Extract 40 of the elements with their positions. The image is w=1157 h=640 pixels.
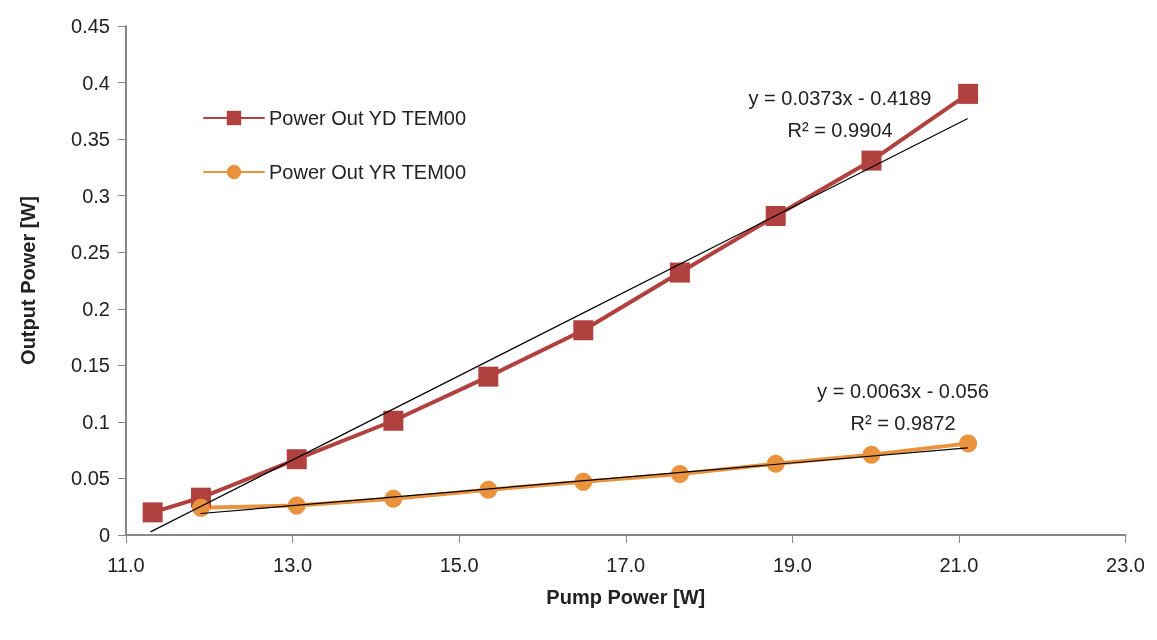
y-axis-title: Output Power [W] (17, 196, 39, 365)
annotation: y = 0.0063x - 0.056 (817, 380, 989, 402)
point (573, 320, 594, 341)
x-tick-label: 23.0 (1106, 554, 1146, 576)
annotation: R² = 0.9872 (850, 412, 956, 434)
y-tick-label: 0 (98, 524, 110, 546)
point (959, 434, 978, 453)
point (861, 150, 882, 171)
y-tick-label: 0.1 (82, 410, 110, 433)
y-tick-label: 0.2 (82, 297, 110, 320)
y-tick-label: 0.3 (82, 184, 110, 207)
point (958, 83, 979, 104)
x-tick-label: 13.0 (273, 554, 313, 576)
x-tick-label: 15.0 (439, 554, 479, 576)
y-tick-label: 0.15 (71, 354, 110, 377)
point (384, 489, 403, 508)
point (383, 410, 404, 431)
annotation: y = 0.0373x - 0.4189 (748, 87, 932, 109)
point (765, 206, 786, 227)
x-tick-label: 11.0 (107, 554, 145, 576)
point (862, 445, 881, 464)
y-tick-label: 0.25 (71, 241, 110, 264)
legend-label: Power Out YR TEM00 (269, 161, 467, 183)
legend-label: Power Out YD TEM00 (269, 107, 467, 129)
point (479, 480, 498, 499)
y-tick-label: 0.35 (71, 128, 110, 151)
point (142, 502, 163, 523)
point (669, 262, 690, 283)
point (286, 449, 307, 470)
point (478, 366, 499, 387)
x-tick-label: 21.0 (939, 554, 979, 576)
y-tick-label: 0.45 (71, 15, 110, 37)
point (574, 472, 593, 491)
x-axis-title: Pump Power [W] (546, 586, 706, 608)
y-tick-label: 0.4 (82, 71, 110, 94)
annotation: R² = 0.9904 (787, 119, 893, 141)
x-tick-label: 17.0 (606, 554, 646, 576)
x-tick-label: 19.0 (772, 554, 812, 576)
point (766, 454, 785, 473)
y-tick-label: 0.05 (71, 467, 110, 490)
